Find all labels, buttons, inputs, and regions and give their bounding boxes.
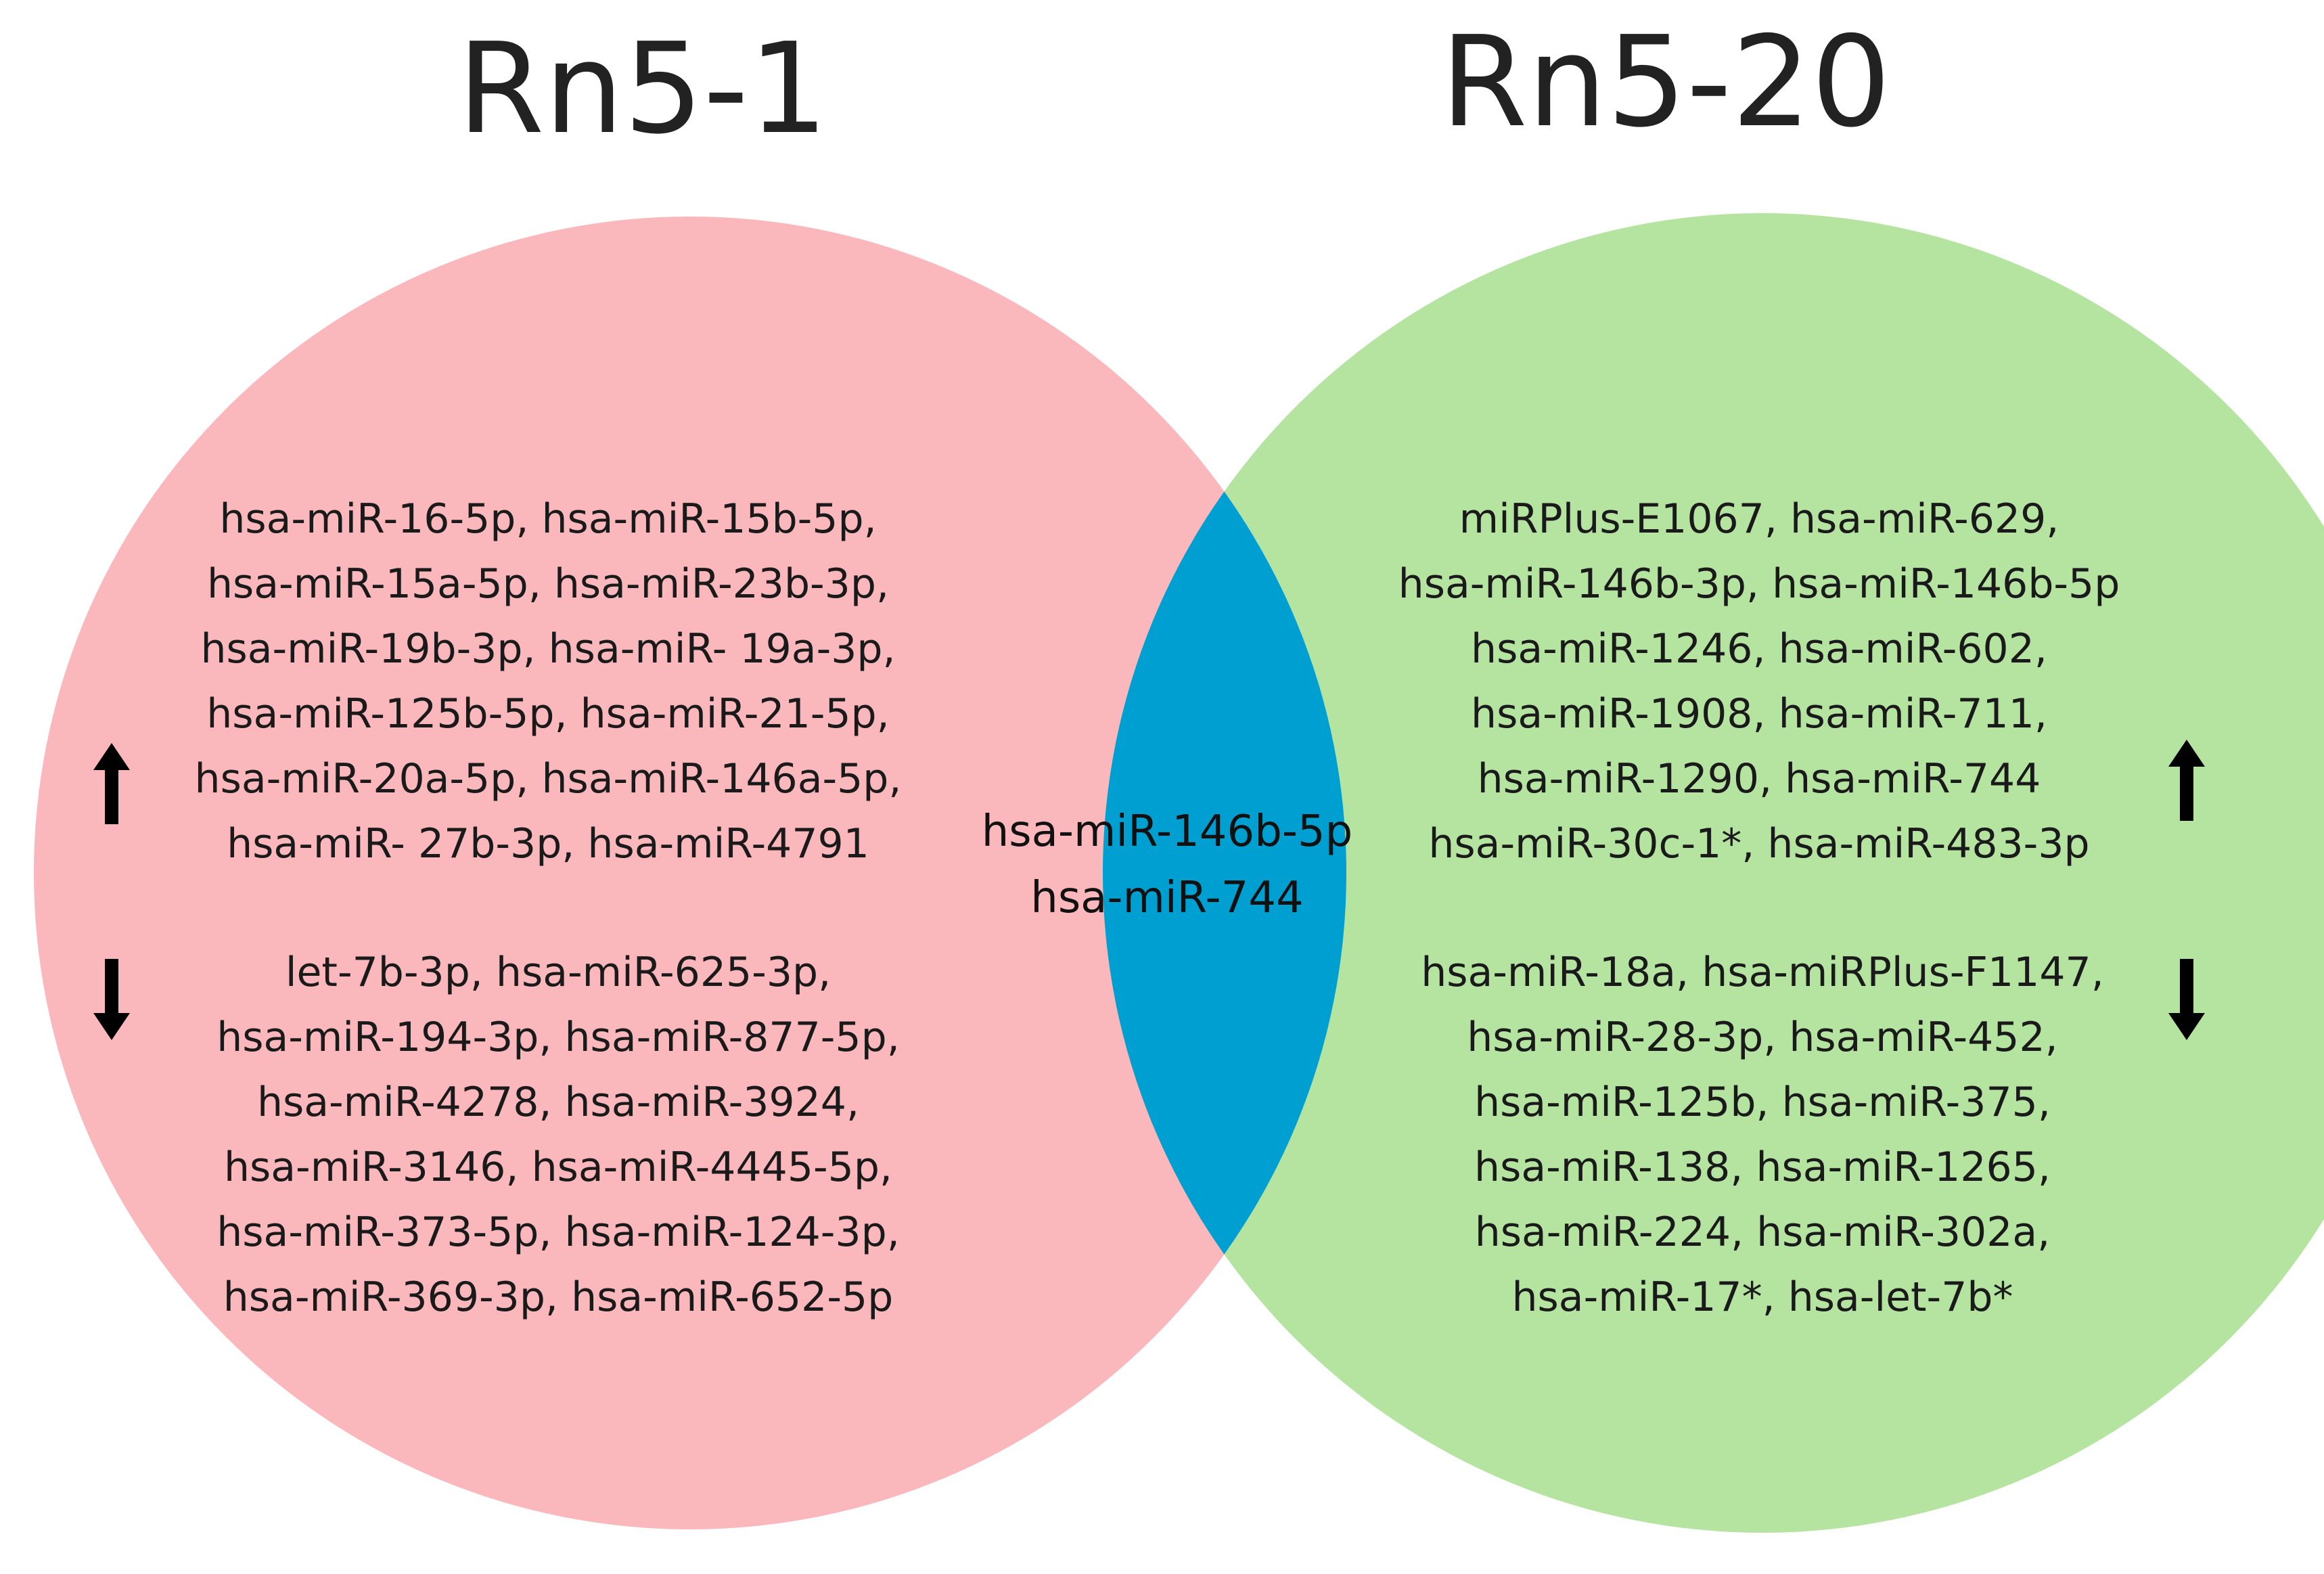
list-item: hsa-miR-20a-5p, hsa-miR-146a-5p, (195, 755, 902, 803)
list-item: hsa-miR-125b, hsa-miR-375, (1474, 1079, 2051, 1126)
list-item: hsa-miR-18a, hsa-miRPlus-F1147, (1421, 949, 2104, 996)
arrow-up-icon (2168, 740, 2205, 821)
list-item: hsa-miR-1246, hsa-miR-602, (1471, 625, 2047, 673)
list-item: hsa-miR-744 (1030, 873, 1303, 923)
right-set-title: Rn5-20 (1440, 9, 1891, 155)
arrow-down-icon (93, 959, 130, 1040)
list-item: hsa-miR-19b-3p, hsa-miR- 19a-3p, (200, 625, 895, 673)
list-item: hsa-miR-146b-5p (982, 807, 1353, 857)
list-item: hsa-miR-4278, hsa-miR-3924, (257, 1079, 859, 1126)
list-item: hsa-miR-1908, hsa-miR-711, (1471, 690, 2047, 738)
list-item: hsa-miR-125b-5p, hsa-miR-21-5p, (206, 690, 889, 738)
left-up-list: hsa-miR-16-5p, hsa-miR-15b-5p, hsa-miR-1… (195, 495, 902, 868)
list-item: hsa-miR-224, hsa-miR-302a, (1475, 1209, 2051, 1256)
left-down-list: let-7b-3p, hsa-miR-625-3p, hsa-miR-194-3… (217, 949, 900, 1321)
list-item: hsa-miR-373-5p, hsa-miR-124-3p, (217, 1209, 900, 1256)
list-item: let-7b-3p, hsa-miR-625-3p, (286, 949, 831, 996)
left-set-title: Rn5-1 (457, 16, 828, 162)
list-item: miRPlus-E1067, hsa-miR-629, (1459, 495, 2059, 543)
list-item: hsa-miR-28-3p, hsa-miR-452, (1467, 1014, 2057, 1061)
arrow-down-icon (2168, 959, 2205, 1040)
list-item: hsa-miR-3146, hsa-miR-4445-5p, (224, 1144, 892, 1191)
intersection-list: hsa-miR-146b-5p hsa-miR-744 (982, 807, 1353, 923)
list-item: hsa-miR-146b-3p, hsa-miR-146b-5p (1398, 560, 2120, 608)
list-item: hsa-miR-17*, hsa-let-7b* (1512, 1274, 2013, 1321)
left-set-circle (34, 217, 1346, 1529)
arrow-up-icon (93, 743, 130, 824)
right-down-list: hsa-miR-18a, hsa-miRPlus-F1147, hsa-miR-… (1421, 949, 2104, 1321)
list-item: hsa-miR-194-3p, hsa-miR-877-5p, (217, 1014, 900, 1061)
list-item: hsa-miR-30c-1*, hsa-miR-483-3p (1428, 820, 2089, 868)
right-up-list: miRPlus-E1067, hsa-miR-629, hsa-miR-146b… (1398, 495, 2120, 868)
list-item: hsa-miR-16-5p, hsa-miR-15b-5p, (219, 495, 876, 543)
list-item: hsa-miR-138, hsa-miR-1265, (1474, 1144, 2051, 1191)
list-item: hsa-miR-1290, hsa-miR-744 (1478, 755, 2041, 803)
list-item: hsa-miR- 27b-3p, hsa-miR-4791 (227, 820, 869, 868)
list-item: hsa-miR-369-3p, hsa-miR-652-5p (223, 1274, 893, 1321)
list-item: hsa-miR-15a-5p, hsa-miR-23b-3p, (207, 560, 889, 608)
right-set-circle (1103, 213, 2324, 1533)
